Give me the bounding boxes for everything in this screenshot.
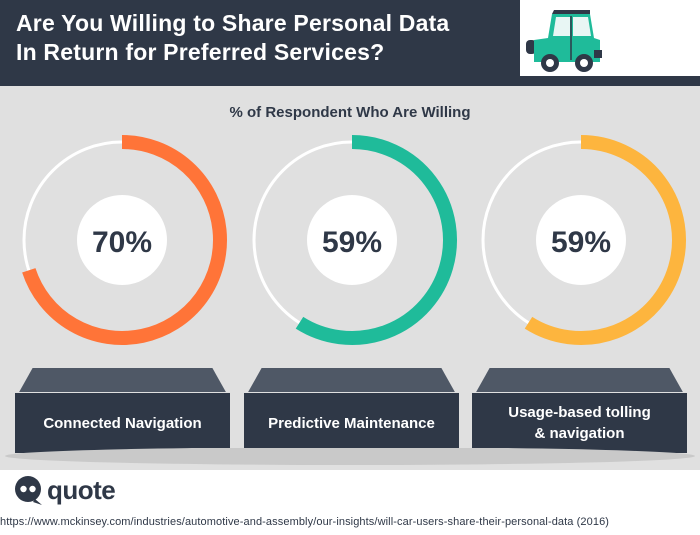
category-label-usage-based-tolling: Usage-based tolling & navigation bbox=[472, 393, 687, 453]
page-title: Are You Willing to Share Personal Data I… bbox=[16, 9, 449, 67]
category-label-connected-navigation: Connected Navigation bbox=[15, 393, 230, 453]
quote-logo-icon bbox=[15, 476, 42, 505]
pedestal-top bbox=[476, 368, 683, 393]
header-banner: Are You Willing to Share Personal Data I… bbox=[0, 0, 520, 76]
pedestal-top bbox=[248, 368, 455, 393]
donut-label-connected-navigation: 70% bbox=[91, 226, 153, 259]
title-line-2: In Return for Preferred Services? bbox=[16, 39, 385, 65]
donut-arc-usage-based-tolling bbox=[524, 135, 686, 345]
floor-shadow bbox=[5, 448, 695, 465]
donut-center-predictive-maintenance bbox=[307, 195, 397, 285]
chart-title: % of Respondent Who Are Willing bbox=[229, 104, 471, 121]
donut-center-connected-navigation bbox=[77, 195, 167, 285]
donut-arc-connected-navigation bbox=[22, 135, 227, 345]
source-citation: https://www.mckinsey.com/industries/auto… bbox=[0, 516, 610, 528]
title-line-1: Are You Willing to Share Personal Data bbox=[16, 10, 450, 36]
donut-label-usage-based-tolling: 59% bbox=[550, 226, 612, 259]
car-illustration bbox=[520, 0, 700, 76]
logo-text: quote bbox=[47, 474, 116, 505]
header-underline bbox=[0, 76, 700, 86]
donut-label-predictive-maintenance: 59% bbox=[321, 226, 383, 259]
donut-arc-predictive-maintenance bbox=[295, 135, 457, 345]
category-label-predictive-maintenance: Predictive Maintenance bbox=[244, 393, 459, 453]
donut-center-usage-based-tolling bbox=[536, 195, 626, 285]
donut-charts bbox=[22, 135, 686, 345]
pedestal-top bbox=[19, 368, 226, 393]
car-icon bbox=[526, 10, 602, 72]
quote-logo: quote bbox=[13, 473, 116, 507]
